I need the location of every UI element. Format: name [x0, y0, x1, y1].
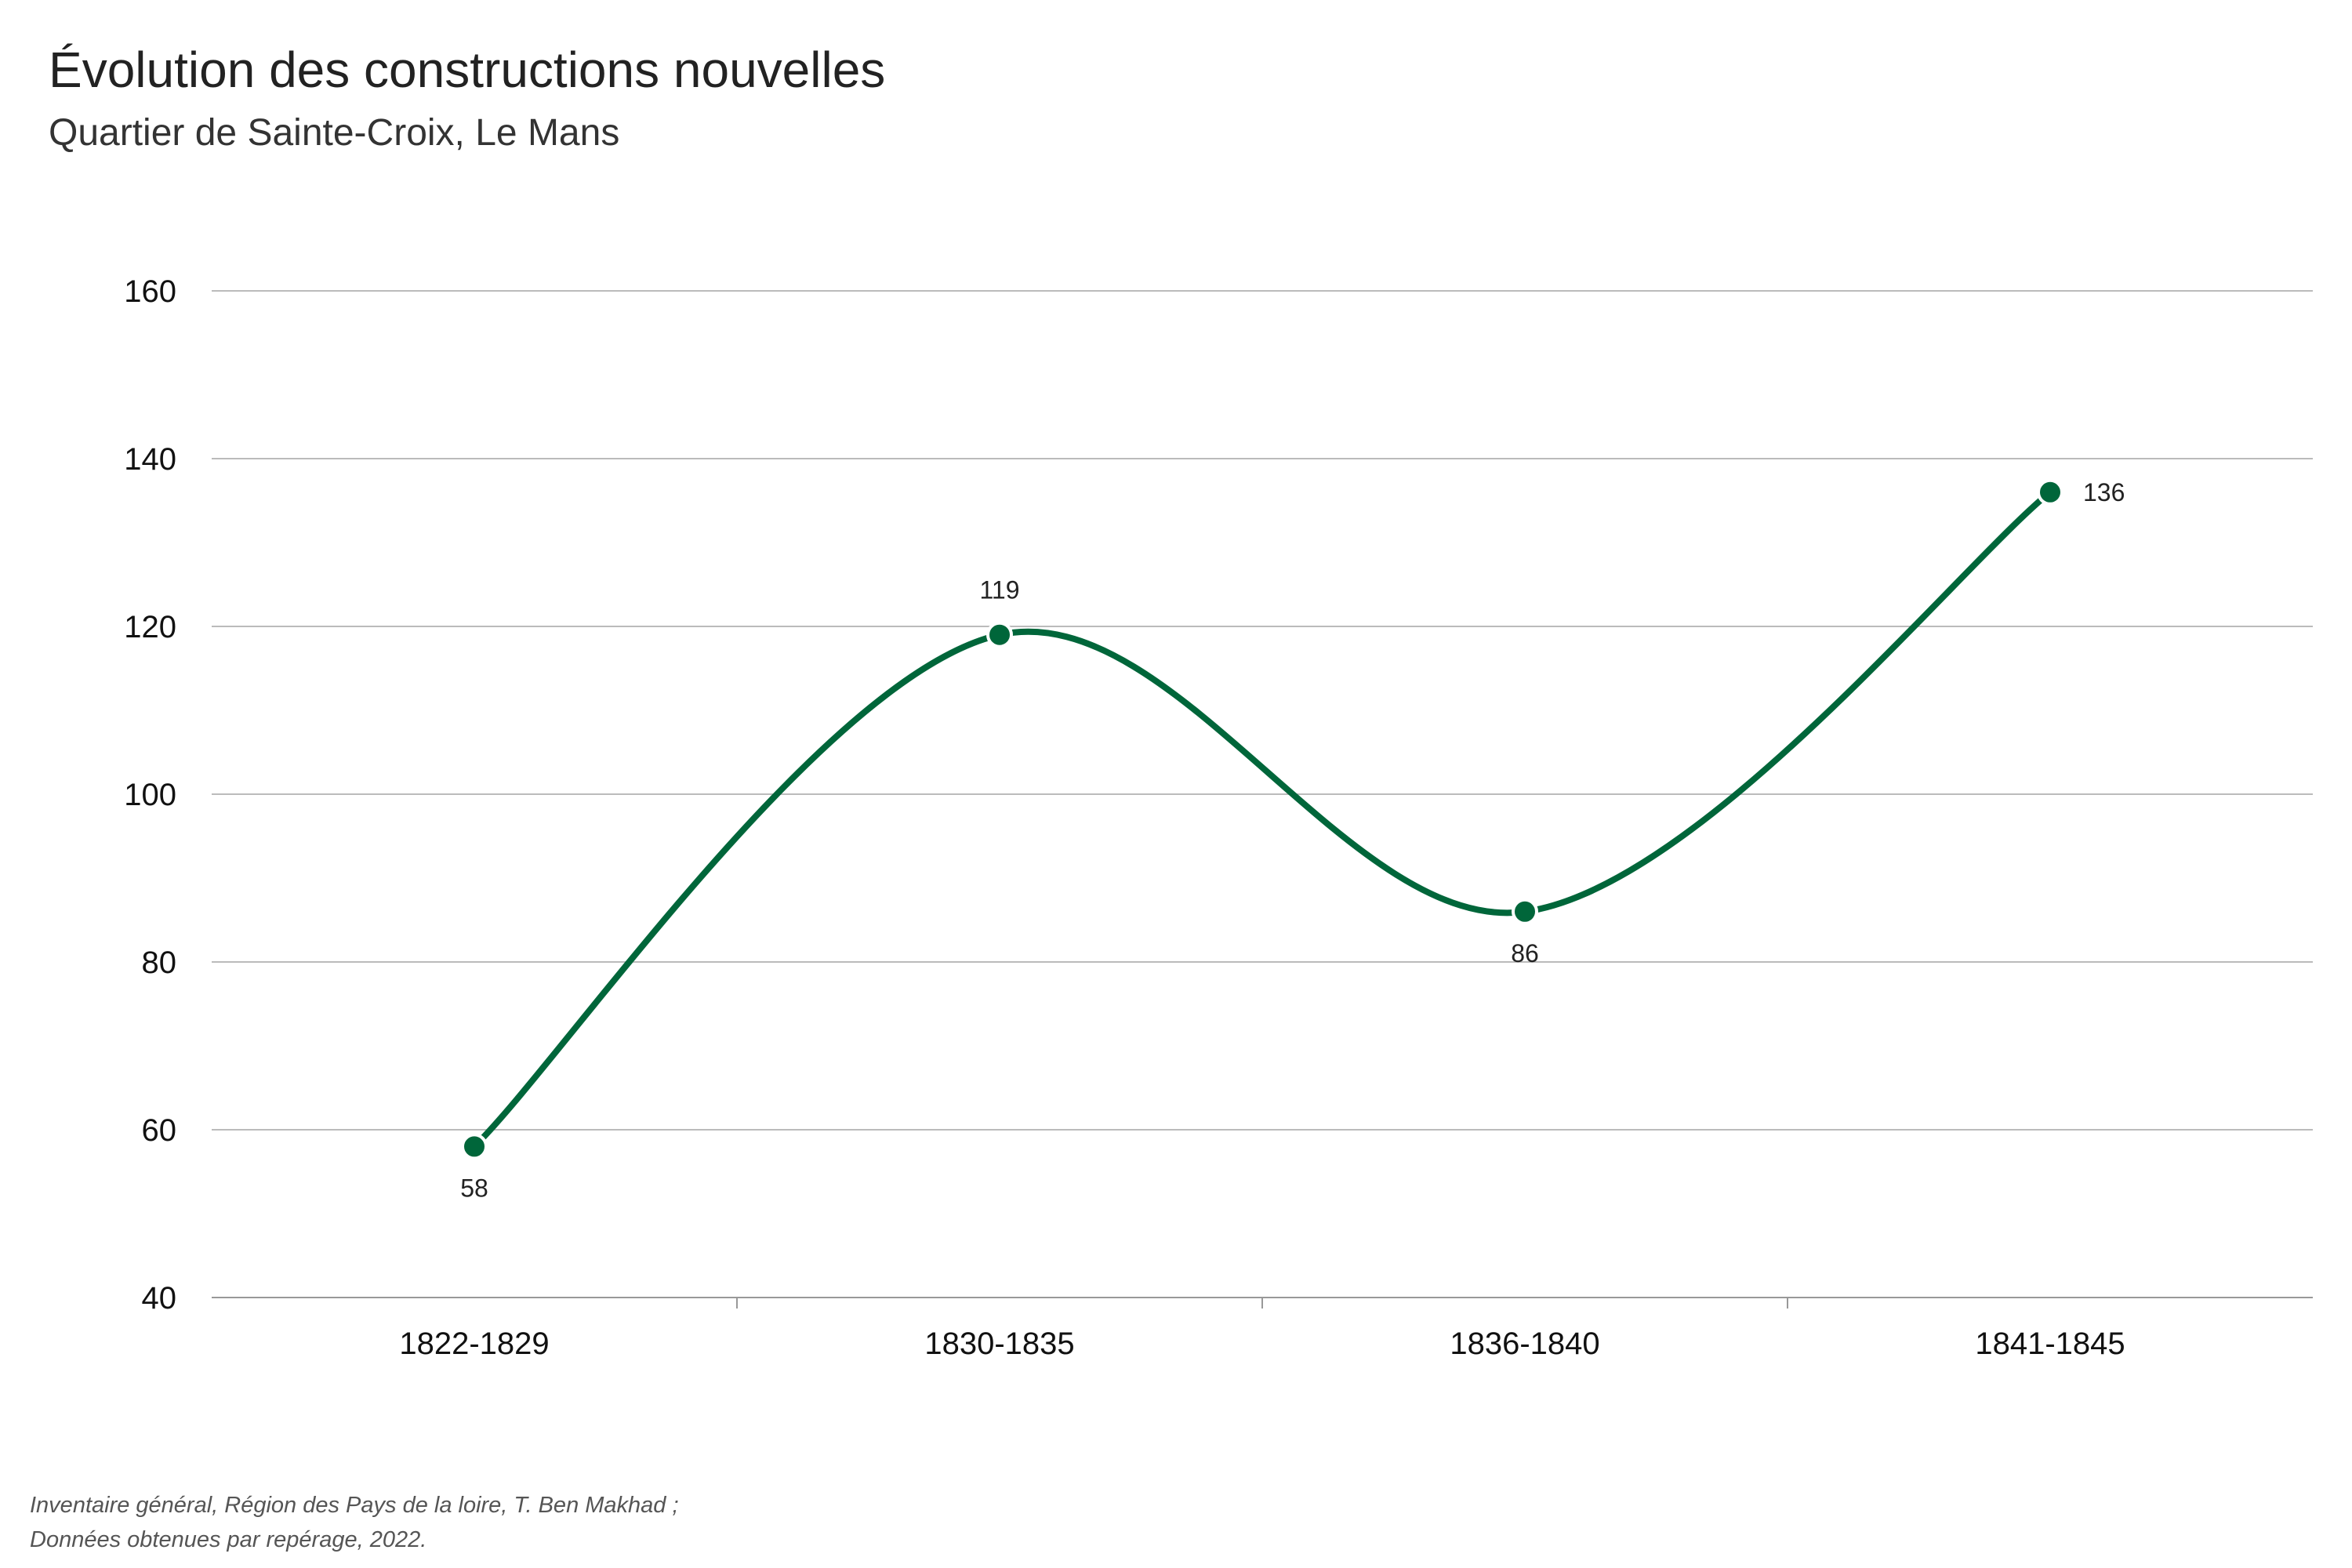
- data-label: 58: [460, 1174, 488, 1202]
- data-label: 119: [979, 576, 1019, 604]
- data-point-1836-1840: [1512, 898, 1538, 925]
- x-tick-label: 1830-1835: [924, 1327, 1074, 1361]
- data-point-1830-1835: [986, 621, 1013, 648]
- x-tick-label: 1822-1829: [399, 1327, 549, 1361]
- y-tick-label: 60: [142, 1113, 177, 1148]
- y-tick-label: 40: [142, 1281, 177, 1316]
- x-axis: 1822-1829 1830-1835 1836-1840 1841-1845: [399, 1298, 2125, 1361]
- chart-title: Évolution des constructions nouvelles: [49, 42, 886, 98]
- y-tick-label: 100: [124, 778, 176, 812]
- x-tick-label: 1841-1845: [1975, 1327, 2125, 1361]
- series-line: [471, 488, 2053, 1150]
- chart-subtitle: Quartier de Sainte-Croix, Le Mans: [49, 112, 620, 154]
- source-line-2: Données obtenues par repérage, 2022.: [30, 1527, 427, 1552]
- data-point-1841-1845: [2037, 478, 2063, 506]
- y-tick-label: 160: [124, 274, 176, 309]
- x-tick-label: 1836-1840: [1450, 1327, 1599, 1361]
- source-line-1: Inventaire général, Région des Pays de l…: [30, 1493, 679, 1518]
- data-label: 86: [1511, 939, 1539, 967]
- y-axis-ticks: 40 60 80 100 120 140 160: [124, 274, 176, 1316]
- source-note: Inventaire général, Région des Pays de l…: [30, 1488, 679, 1557]
- series-group: [461, 478, 2063, 1160]
- data-label: 136: [2083, 478, 2125, 506]
- data-point-1822-1829: [461, 1133, 488, 1160]
- y-tick-label: 120: [124, 610, 176, 644]
- data-labels: 58 119 86 136: [460, 478, 2125, 1203]
- y-tick-label: 140: [124, 442, 176, 477]
- grid-lines: [212, 290, 2313, 1298]
- y-tick-label: 80: [142, 946, 177, 980]
